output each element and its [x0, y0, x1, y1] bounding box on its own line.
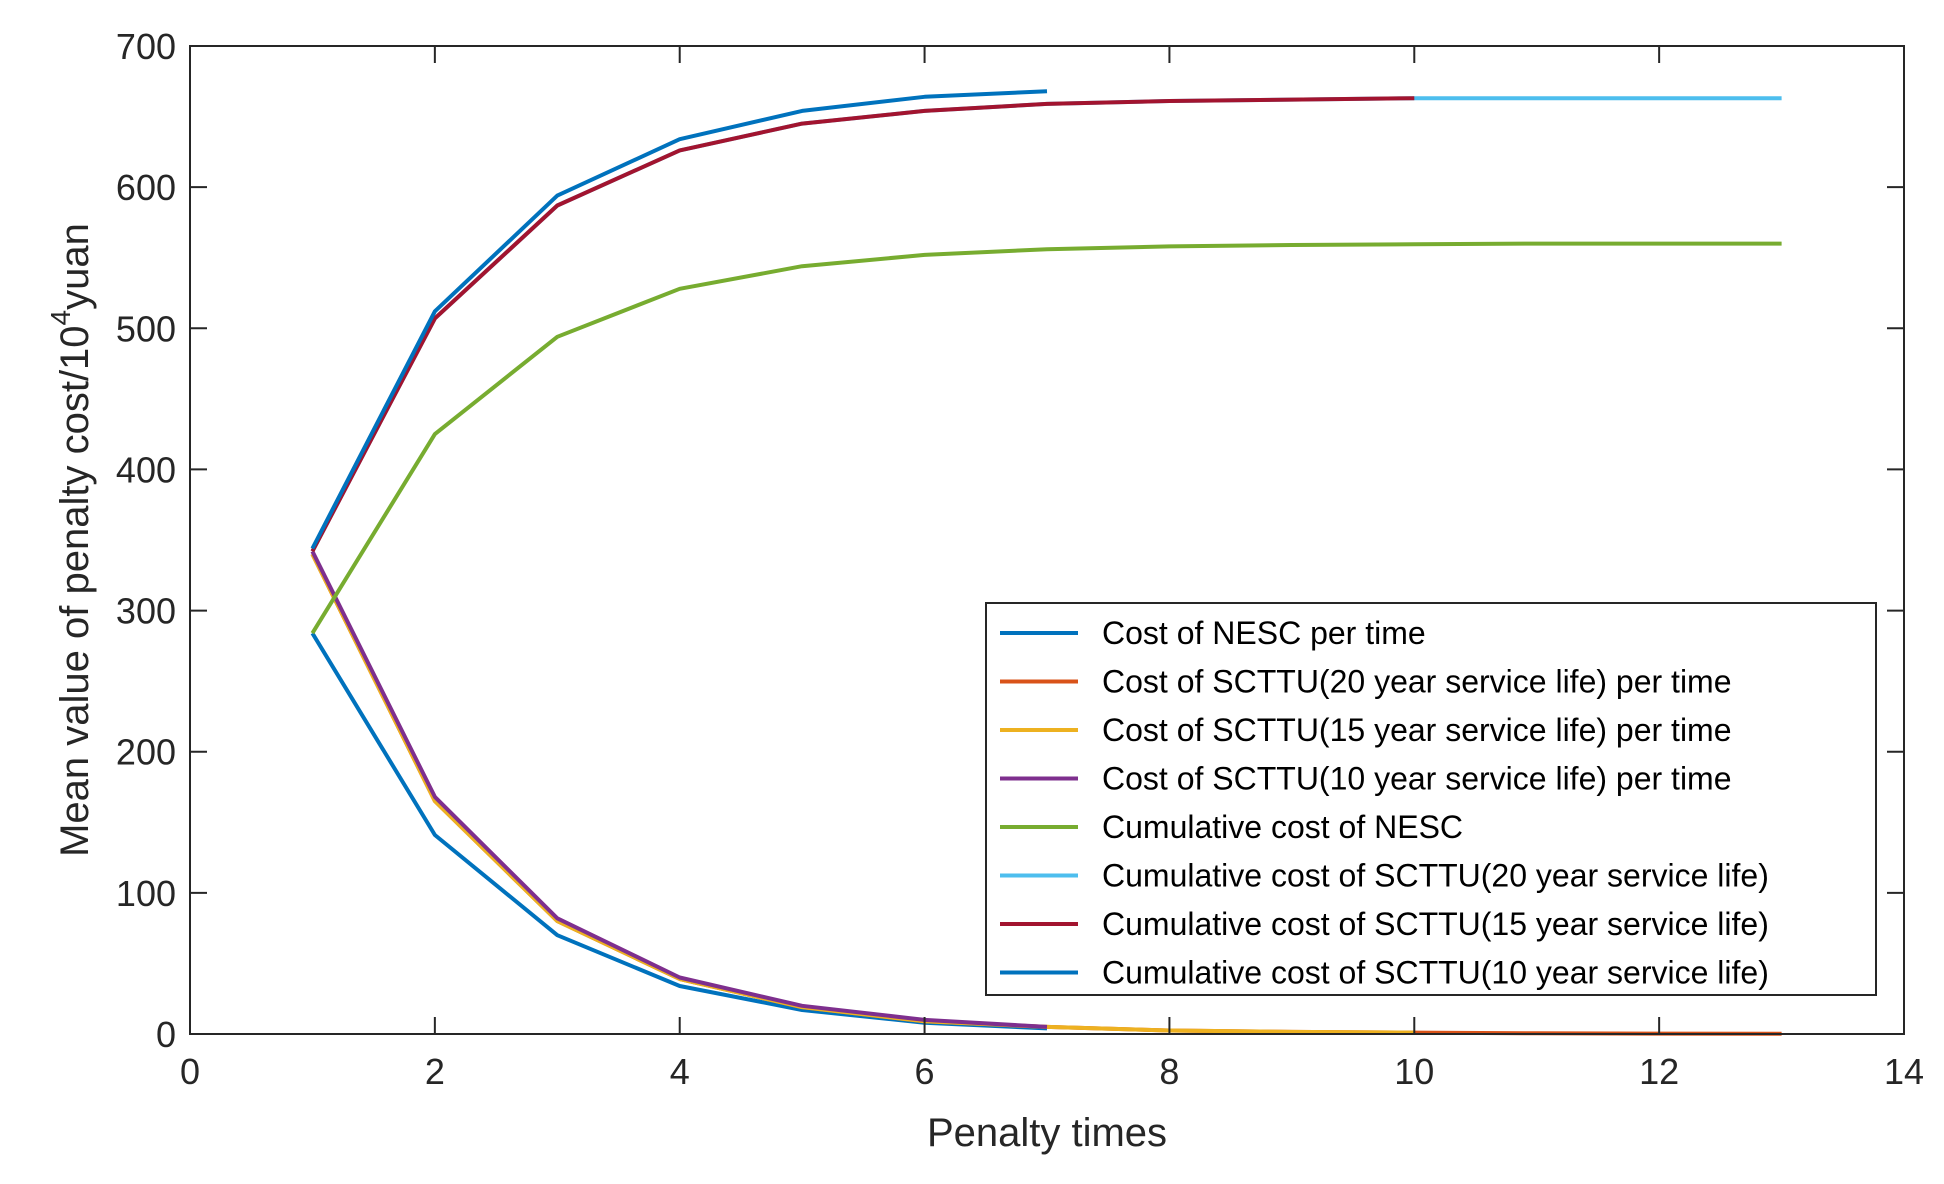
x-axis-title: Penalty times	[927, 1111, 1167, 1155]
y-axis-title-sup: 4	[45, 310, 76, 326]
y-tick-label: 200	[116, 732, 176, 773]
series-line-5	[310, 241, 1782, 635]
y-axis-title-prefix: Mean value of penalty cost/10	[53, 325, 97, 856]
x-tick-label: 14	[1884, 1051, 1924, 1092]
y-axis-title-suffix: yuan	[53, 223, 97, 310]
legend-box	[985, 602, 1877, 996]
ticks-layer: 0 2 4 6 8 10 12 14 0 100 200 300 400 500 600 700	[116, 26, 1924, 1092]
y-tick-label: 0	[156, 1014, 176, 1055]
legend: Cost of NESC per time Cost of SCTTU(20 ye…	[985, 602, 1877, 996]
x-tick-label: 2	[425, 1051, 445, 1092]
series-layer	[310, 89, 1782, 1036]
legend-label-5: Cumulative cost of NESC	[1102, 809, 1463, 845]
x-tick-label: 10	[1394, 1051, 1434, 1092]
plot-frame	[189, 45, 1905, 1035]
legend-label-4: Cost of SCTTU(10 year service life) per …	[1102, 761, 1732, 797]
y-tick-label: 500	[116, 308, 176, 349]
x-tick-label: 12	[1639, 1051, 1679, 1092]
series-line-7	[310, 96, 1415, 553]
legend-label-3: Cost of SCTTU(15 year service life) per …	[1102, 712, 1732, 748]
x-tick-label: 4	[670, 1051, 690, 1092]
y-tick-label: 300	[116, 591, 176, 632]
legend-label-8: Cumulative cost of SCTTU(10 year service…	[1102, 955, 1769, 991]
y-tick-label: 600	[116, 167, 176, 208]
x-tick-label: 6	[915, 1051, 935, 1092]
series-line-8	[310, 89, 1048, 550]
x-tick-label: 0	[180, 1051, 200, 1092]
x-tick-label: 8	[1159, 1051, 1179, 1092]
legend-label-1: Cost of NESC per time	[1102, 615, 1426, 651]
legend-label-7: Cumulative cost of SCTTU(15 year service…	[1102, 906, 1769, 942]
y-tick-label: 400	[116, 449, 176, 490]
y-axis-title: Mean value of penalty cost/104yuan	[45, 223, 97, 857]
y-tick-label: 700	[116, 26, 176, 67]
legend-label-6: Cumulative cost of SCTTU(20 year service…	[1102, 858, 1769, 894]
y-tick-label: 100	[116, 873, 176, 914]
legend-label-2: Cost of SCTTU(20 year service life) per …	[1102, 664, 1732, 700]
